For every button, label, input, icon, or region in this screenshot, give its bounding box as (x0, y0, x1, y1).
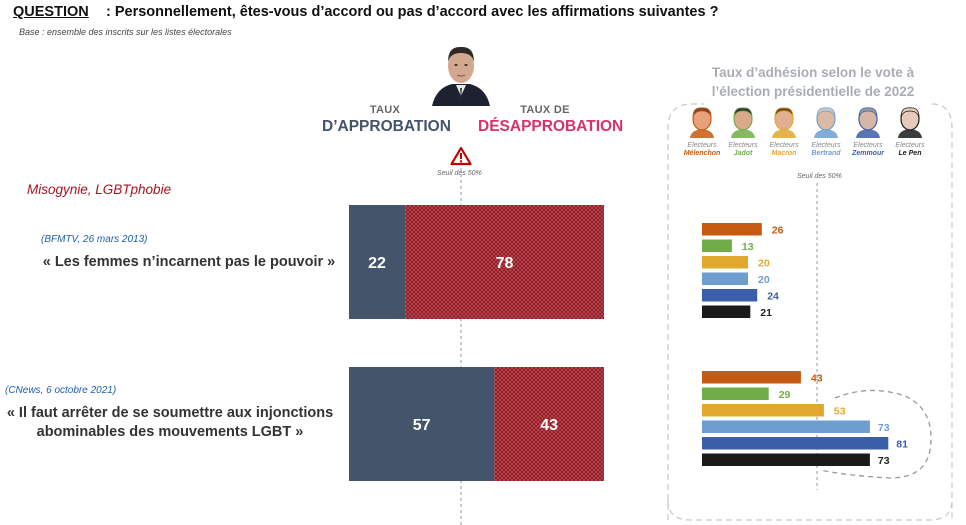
right-title-line1: Taux d’adhésion selon le vote à (711, 65, 915, 80)
disapproval-header: DÉSAPPROBATION (478, 118, 624, 135)
electorate-value-label: 20 (758, 274, 770, 286)
electorate-value-label: 13 (742, 241, 754, 253)
electorate-label: Electeurs Jadot (721, 142, 765, 158)
statement-2-quote-line1: « Il faut arrêter de se soumettre aux in… (6, 405, 334, 421)
question-label: QUESTION (13, 4, 89, 20)
electorate-prefix: Electeurs (853, 142, 883, 149)
electorate-bar (702, 256, 748, 269)
electorate-value-label: 29 (779, 389, 791, 401)
question-text: : Personnellement, êtes-vous d’accord ou… (106, 4, 719, 20)
threshold-label: Seuil des 50% (437, 170, 482, 177)
electorate-value-label: 24 (767, 291, 779, 303)
electorate-bar (702, 453, 870, 466)
statement-2-quote-line2: abominables des mouvements LGBT » (36, 424, 304, 440)
electorate-label: Electeurs Mélenchon (680, 142, 724, 158)
electorate-name: Jadot (733, 150, 753, 157)
approval-value-label: 57 (413, 417, 431, 434)
electorate-bar (702, 223, 762, 236)
statement-1-source: (BFMTV, 26 mars 2013) (41, 234, 148, 245)
disapproval-bar (494, 367, 604, 481)
electorate-bar (702, 387, 769, 400)
disapproval-value-label: 43 (540, 417, 558, 434)
highlight-ellipse (819, 389, 932, 479)
electorate-bar (702, 437, 889, 450)
electorate-name: Mélenchon (683, 150, 721, 157)
electorate-value-label: 73 (878, 422, 890, 434)
approval-bar (349, 367, 495, 481)
electorate-prefix: Electeurs (687, 142, 717, 149)
electorate-bar (702, 371, 801, 384)
electorate-value-label: 43 (811, 373, 823, 385)
electorate-name: Le Pen (898, 150, 922, 157)
base-note: Base : ensemble des inscrits sur les lis… (19, 27, 232, 37)
warning-icon (450, 146, 472, 166)
electorate-bar (702, 272, 748, 285)
electorate-avatar (687, 104, 717, 138)
electorate-prefix: Electeurs (811, 142, 841, 149)
statement-1-quote-line1: « Les femmes n’incarnent pas le pouvoir … (42, 254, 336, 270)
approval-header-small: TAUX (369, 104, 401, 116)
electorate-avatar (728, 104, 758, 138)
electorate-label: Electeurs Bertrand (804, 142, 848, 158)
electorate-avatar (895, 104, 925, 138)
electorate-bar (702, 305, 751, 318)
right-title-line2: l’élection présidentielle de 2022 (711, 84, 915, 99)
electorate-bar (702, 420, 870, 433)
electorate-value-label: 73 (878, 455, 890, 467)
disapproval-value-label: 78 (496, 255, 514, 272)
candidate-portrait (430, 38, 492, 106)
category-title: Misogynie, LGBTphobie (27, 182, 172, 197)
statement-2-quote: « Il faut arrêter de se soumettre aux in… (2, 404, 338, 442)
electorate-bar (702, 404, 824, 417)
electorate-value-label: 53 (834, 406, 846, 418)
approval-header: D’APPROBATION (322, 118, 451, 135)
electorate-name: Macron (771, 150, 797, 157)
electorate-label: Electeurs Le Pen (888, 142, 932, 158)
electorate-prefix: Electeurs (728, 142, 758, 149)
panel-bottom (667, 499, 953, 521)
approval-bar (349, 205, 406, 319)
electorate-avatar (853, 104, 883, 138)
electorate-label: Electeurs Zemmour (846, 142, 890, 158)
electorate-bar (702, 239, 732, 252)
electorate-name: Zemmour (852, 150, 884, 157)
electorate-bar (702, 289, 758, 302)
electorate-value-label: 26 (772, 225, 784, 237)
right-threshold-label: Seuil des 50% (797, 173, 842, 180)
panel-outline (667, 103, 953, 520)
electorate-prefix: Electeurs (769, 142, 799, 149)
approval-value-label: 22 (368, 255, 386, 272)
electorate-prefix: Electeurs (895, 142, 925, 149)
statement-2-source: (CNews, 6 octobre 2021) (5, 385, 117, 396)
electorate-value-label: 81 (896, 439, 908, 451)
electorate-value-label: 21 (760, 307, 772, 319)
electorate-value-label: 20 (758, 258, 770, 270)
statement-1-quote: « Les femmes n’incarnent pas le pouvoir … (36, 253, 342, 272)
disapproval-bar (405, 205, 604, 319)
electorate-avatar (769, 104, 799, 138)
disapproval-header-small: TAUX DE (520, 104, 570, 116)
electorate-name: Bertrand (811, 150, 841, 157)
electorate-avatar (811, 104, 841, 138)
electorate-label: Electeurs Macron (762, 142, 806, 158)
right-panel-title: Taux d’adhésion selon le vote à l’électi… (680, 63, 946, 101)
